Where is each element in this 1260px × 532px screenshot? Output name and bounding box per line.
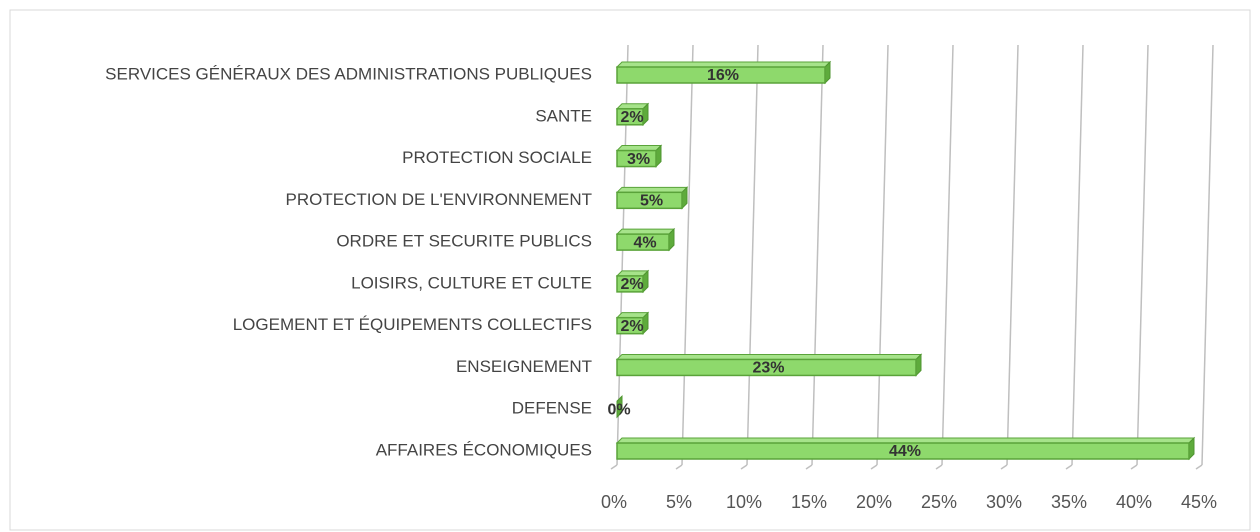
value-label: 2% xyxy=(620,276,643,293)
grid-line xyxy=(1136,44,1149,466)
tick-mark xyxy=(610,464,618,470)
value-label: 4% xyxy=(633,234,656,251)
grid-line xyxy=(681,44,694,466)
bar xyxy=(616,191,683,210)
y-tick-label: PROTECTION SOCIALE xyxy=(402,148,592,167)
tick-mark xyxy=(1130,464,1138,470)
x-tick-label: 10% xyxy=(726,492,762,512)
value-label: 16% xyxy=(707,67,739,84)
tick-mark xyxy=(740,464,748,470)
bar xyxy=(616,66,826,84)
value-label: 2% xyxy=(620,109,643,126)
tick-mark xyxy=(870,464,878,470)
tick-mark xyxy=(1195,464,1203,470)
x-tick-label: 30% xyxy=(986,492,1022,512)
tick-mark xyxy=(1065,464,1073,470)
bar xyxy=(616,442,1190,460)
y-tick-label: LOISIRS, CULTURE ET CULTE xyxy=(351,273,592,292)
bar xyxy=(616,108,644,126)
y-tick-label: ENSEIGNEMENT xyxy=(456,357,592,376)
bar xyxy=(616,358,917,377)
value-label: 2% xyxy=(620,318,643,335)
x-tick-label: 15% xyxy=(791,492,827,512)
grid-line xyxy=(1201,44,1214,466)
x-tick-label: 5% xyxy=(666,492,692,512)
y-tick-label: ORDRE ET SECURITE PUBLICS xyxy=(336,232,592,251)
y-tick-label: SANTE xyxy=(535,106,592,125)
x-tick-label: 35% xyxy=(1051,492,1087,512)
x-tick-label: 25% xyxy=(921,492,957,512)
bar xyxy=(616,149,657,168)
x-tick-label: 40% xyxy=(1116,492,1152,512)
value-label: 44% xyxy=(889,443,921,460)
value-label: 23% xyxy=(752,360,784,377)
grid-line xyxy=(876,44,889,466)
bar-side xyxy=(616,395,623,419)
y-tick-label: DEFENSE xyxy=(512,399,592,418)
y-tick-label: AFFAIRES ÉCONOMIQUES xyxy=(376,440,592,459)
bar xyxy=(616,316,644,335)
grid-line xyxy=(811,44,824,466)
tick-mark xyxy=(1000,464,1008,470)
x-tick-label: 45% xyxy=(1181,492,1217,512)
x-tick-label: 20% xyxy=(856,492,892,512)
y-tick-label: SERVICES GÉNÉRAUX DES ADMINISTRATIONS PU… xyxy=(105,64,592,83)
grid-line xyxy=(941,44,954,466)
grid-line xyxy=(1071,44,1084,466)
tick-mark xyxy=(675,464,683,470)
value-label: 0% xyxy=(607,401,630,418)
value-label: 5% xyxy=(640,193,663,210)
bar xyxy=(616,275,644,293)
tick-mark xyxy=(805,464,813,470)
x-tick-label: 0% xyxy=(601,492,627,512)
tick-mark xyxy=(935,464,943,470)
value-label: 3% xyxy=(627,151,650,168)
y-tick-label: LOGEMENT ET ÉQUIPEMENTS COLLECTIFS xyxy=(233,315,592,334)
bar xyxy=(616,233,670,251)
grid-line xyxy=(1006,44,1019,466)
grid-line xyxy=(746,44,759,466)
y-tick-label: PROTECTION DE L'ENVIRONNEMENT xyxy=(286,190,592,209)
